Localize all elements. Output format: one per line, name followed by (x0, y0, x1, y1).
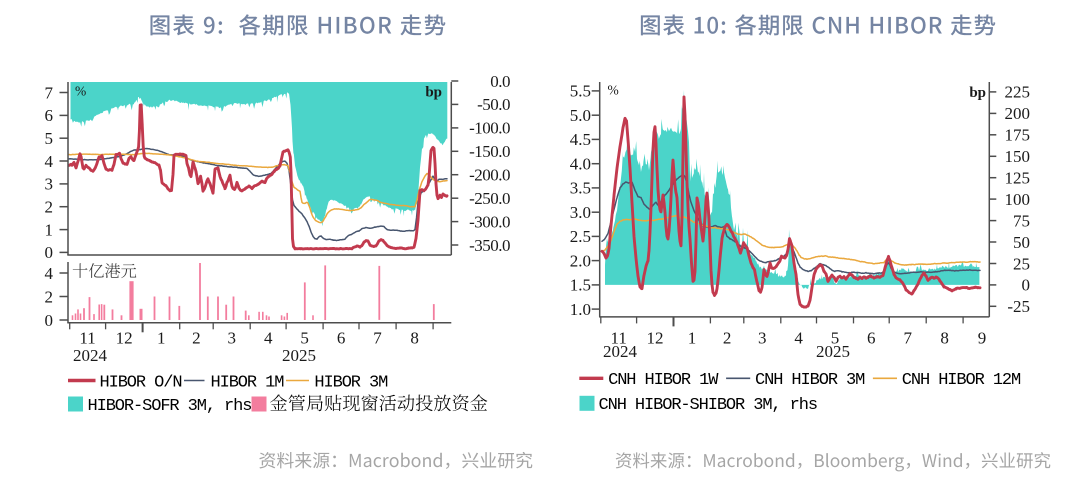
svg-text:CNH HIBOR 12M: CNH HIBOR 12M (902, 371, 1021, 390)
svg-text:2.5: 2.5 (570, 227, 591, 246)
svg-text:6: 6 (867, 329, 876, 348)
svg-text:3: 3 (45, 175, 54, 194)
svg-text:2025: 2025 (816, 342, 850, 361)
svg-text:25: 25 (1013, 254, 1030, 273)
svg-text:125: 125 (1005, 169, 1031, 188)
svg-text:0: 0 (45, 311, 54, 330)
svg-text:%: % (75, 84, 86, 99)
svg-text:7: 7 (903, 329, 912, 348)
svg-text:5: 5 (831, 329, 840, 348)
svg-text:2: 2 (723, 329, 732, 348)
svg-text:6: 6 (337, 329, 346, 348)
svg-text:3.0: 3.0 (570, 203, 591, 222)
svg-text:4: 4 (264, 329, 273, 348)
svg-text:3: 3 (227, 329, 236, 348)
svg-text:8: 8 (410, 329, 419, 348)
svg-text:2: 2 (45, 198, 54, 217)
svg-text:0: 0 (45, 243, 54, 262)
svg-text:100: 100 (1005, 190, 1031, 209)
svg-text:5: 5 (45, 129, 54, 148)
svg-text:1: 1 (157, 329, 166, 348)
svg-text:2024: 2024 (603, 342, 638, 361)
svg-text:HIBOR O/N: HIBOR O/N (100, 373, 182, 392)
svg-text:4: 4 (45, 152, 54, 171)
svg-text:2024: 2024 (73, 346, 108, 365)
svg-text:bp: bp (969, 85, 986, 101)
svg-text:%: % (608, 83, 619, 98)
svg-text:0: 0 (1022, 276, 1031, 295)
svg-text:3: 3 (758, 329, 767, 348)
svg-text:2: 2 (45, 287, 54, 306)
svg-text:5: 5 (300, 329, 309, 348)
svg-text:-350.0: -350.0 (469, 236, 510, 255)
svg-text:CNH HIBOR-SHIBOR 3M, rhs: CNH HIBOR-SHIBOR 3M, rhs (599, 396, 817, 415)
svg-text:2.0: 2.0 (570, 251, 591, 270)
svg-text:1.5: 1.5 (570, 276, 591, 295)
svg-text:200: 200 (1005, 104, 1031, 123)
svg-text:4.5: 4.5 (570, 130, 591, 149)
svg-text:7: 7 (373, 329, 382, 348)
svg-text:-25: -25 (1007, 297, 1030, 316)
svg-text:-200.0: -200.0 (469, 166, 510, 185)
svg-text:bp: bp (425, 85, 442, 101)
svg-text:150: 150 (1005, 147, 1031, 166)
svg-text:4.0: 4.0 (570, 155, 591, 174)
svg-text:11: 11 (79, 329, 95, 348)
svg-text:4: 4 (45, 264, 54, 283)
svg-text:5.5: 5.5 (570, 82, 591, 101)
svg-text:-150.0: -150.0 (469, 142, 510, 161)
svg-text:HIBOR 1M: HIBOR 1M (211, 373, 285, 392)
svg-text:1: 1 (688, 329, 697, 348)
svg-text:HIBOR 3M: HIBOR 3M (314, 373, 388, 392)
svg-text:12: 12 (116, 329, 133, 348)
svg-text:9: 9 (978, 329, 987, 348)
svg-text:75: 75 (1013, 211, 1030, 230)
svg-text:11: 11 (611, 329, 627, 348)
svg-text:50: 50 (1013, 233, 1030, 252)
svg-text:CNH HIBOR 3M: CNH HIBOR 3M (755, 371, 865, 390)
svg-text:0.0: 0.0 (490, 72, 510, 91)
svg-text:225: 225 (1005, 83, 1031, 102)
svg-text:2: 2 (192, 329, 201, 348)
svg-text:175: 175 (1005, 126, 1031, 145)
svg-text:2025: 2025 (282, 346, 316, 365)
svg-text:CNH HIBOR 1W: CNH HIBOR 1W (608, 371, 719, 390)
svg-text:-50.0: -50.0 (477, 95, 510, 114)
svg-text:8: 8 (940, 329, 949, 348)
svg-text:3.5: 3.5 (570, 179, 591, 198)
svg-text:4: 4 (794, 329, 803, 348)
svg-text:6: 6 (45, 106, 54, 125)
svg-text:1: 1 (45, 220, 54, 239)
svg-text:-300.0: -300.0 (469, 212, 510, 231)
svg-text:5.0: 5.0 (570, 106, 591, 125)
svg-text:-100.0: -100.0 (469, 119, 510, 138)
svg-text:-250.0: -250.0 (469, 189, 510, 208)
svg-text:HIBOR-SOFR 3M, rhs: HIBOR-SOFR 3M, rhs (88, 397, 252, 416)
svg-text:7: 7 (45, 83, 54, 102)
svg-text:12: 12 (647, 329, 664, 348)
svg-text:1.0: 1.0 (570, 300, 591, 319)
